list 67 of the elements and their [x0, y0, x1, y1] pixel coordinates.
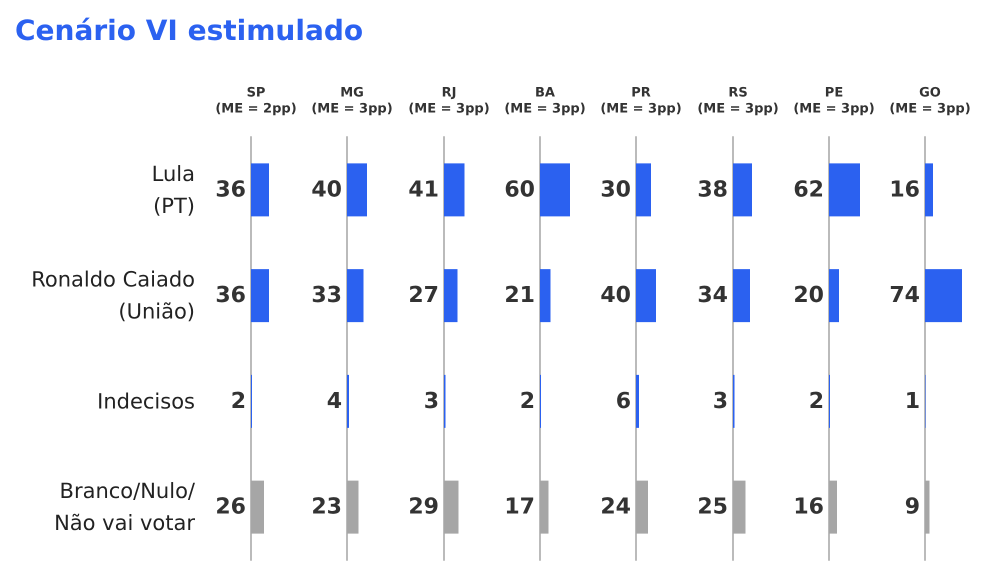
data-label: 29: [408, 494, 439, 520]
bar: [444, 163, 464, 216]
chart-subtitle: BA (ME = 3pp): [504, 86, 586, 116]
chart-subtitle: MG (ME = 3pp): [312, 86, 393, 116]
data-label: 23: [312, 494, 342, 520]
y-tick-label: Indecisos: [97, 389, 195, 414]
bar: [925, 480, 930, 534]
data-label: 2: [520, 388, 535, 414]
chart-subtitle: GO (ME = 3pp): [889, 86, 971, 116]
data-label: 2: [808, 388, 824, 414]
data-label: 34: [696, 283, 728, 308]
data-label: 9: [904, 494, 920, 520]
chart-subtitle: RS (ME = 3pp): [696, 86, 778, 116]
bar: [828, 480, 837, 534]
data-label: 74: [889, 283, 920, 308]
data-label: 16: [889, 177, 920, 202]
data-label: 62: [793, 177, 824, 202]
data-label: 36: [215, 283, 246, 308]
bar: [732, 269, 750, 322]
data-label: 27: [408, 283, 439, 308]
data-label: 2: [230, 388, 246, 414]
data-label: 25: [696, 494, 728, 520]
bar: [347, 163, 368, 216]
bar: [636, 163, 652, 216]
y-tick-label: Branco/Nulo/ Não vai votar: [54, 479, 196, 536]
chart-subtitle: PE (ME = 3pp): [793, 86, 874, 116]
data-label: 16: [793, 494, 824, 520]
bar: [636, 269, 656, 322]
data-label: 30: [600, 177, 632, 202]
bar: [925, 163, 934, 216]
chart-title: Cenário VI estimulado: [15, 14, 364, 47]
data-label: 21: [504, 283, 535, 308]
data-label: 6: [616, 388, 632, 414]
data-label: 20: [793, 283, 824, 308]
data-label: 1: [904, 388, 920, 414]
data-label: 4: [326, 388, 342, 414]
bar: [540, 163, 570, 216]
y-tick-label: Lula (PT): [152, 162, 195, 218]
bar: [828, 163, 860, 216]
chart-subtitle: SP (ME = 2pp): [215, 86, 297, 116]
data-label: 3: [423, 388, 439, 414]
bar: [444, 269, 458, 322]
data-label: 40: [600, 283, 632, 308]
bar: [444, 480, 458, 534]
data-label: 17: [504, 494, 535, 520]
bar: [540, 269, 550, 322]
bar: [732, 480, 745, 534]
data-label: 60: [504, 177, 535, 202]
bar: [828, 269, 839, 322]
y-tick-label: Ronaldo Caiado (União): [31, 268, 195, 324]
bar: [636, 480, 648, 534]
data-label: 38: [696, 177, 728, 202]
data-label: 40: [312, 177, 342, 202]
data-label: 26: [215, 494, 246, 520]
bar: [636, 374, 640, 428]
data-label: 41: [408, 177, 439, 202]
bar: [540, 480, 548, 534]
data-label: 3: [712, 388, 728, 414]
bar: [925, 269, 962, 322]
bar: [347, 480, 359, 534]
data-label: 24: [600, 494, 632, 520]
data-label: 33: [312, 283, 342, 308]
chart-subtitle: RJ (ME = 3pp): [408, 86, 490, 116]
chart-subtitle: PR (ME = 3pp): [600, 86, 682, 116]
data-label: 36: [215, 177, 246, 202]
bar: [347, 269, 364, 322]
bar: [732, 163, 752, 216]
